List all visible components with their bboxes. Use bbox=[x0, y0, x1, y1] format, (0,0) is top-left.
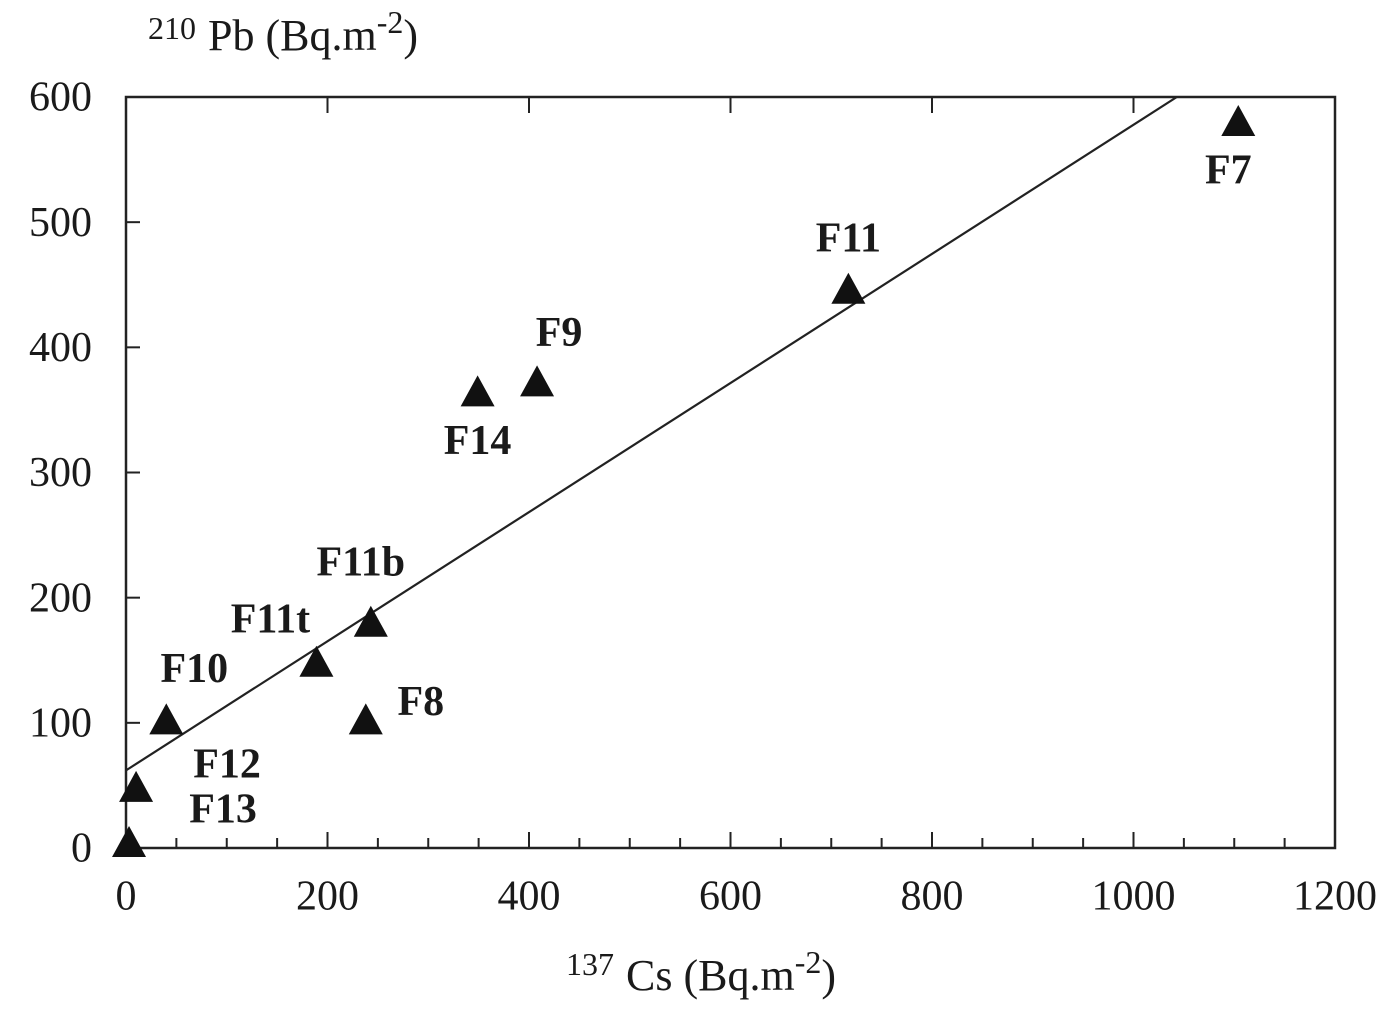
x-label-mass: 137 bbox=[566, 946, 614, 982]
x-tick-label: 400 bbox=[498, 874, 561, 920]
y-tick-label: 600 bbox=[29, 75, 92, 121]
point bbox=[149, 703, 184, 735]
point-label: F11t bbox=[231, 596, 310, 642]
y-label-exp: -2 bbox=[377, 4, 404, 40]
point bbox=[1221, 105, 1256, 137]
point-label: F12 bbox=[193, 742, 261, 788]
point bbox=[112, 825, 147, 857]
x-tick-label: 600 bbox=[699, 874, 762, 920]
point-label: F14 bbox=[444, 418, 512, 464]
x-label-exp: -2 bbox=[795, 944, 822, 980]
y-label-text: Pb (Bq.m bbox=[208, 11, 377, 60]
x-tick-label: 1000 bbox=[1092, 874, 1176, 920]
point bbox=[348, 703, 383, 735]
point-label: F7 bbox=[1205, 148, 1252, 194]
point bbox=[299, 645, 334, 677]
point bbox=[119, 770, 154, 802]
point bbox=[460, 375, 495, 407]
x-label-text: Cs (Bq.m bbox=[626, 951, 795, 1000]
plot-frame bbox=[124, 95, 1337, 850]
x-tick-label: 200 bbox=[296, 874, 359, 920]
point bbox=[353, 605, 388, 637]
y-tick-label: 200 bbox=[29, 575, 92, 621]
x-axis-label: 137 Cs (Bq.m-2) bbox=[566, 944, 836, 1000]
x-tick-label: 800 bbox=[901, 874, 964, 920]
point-label: F9 bbox=[536, 310, 583, 356]
point-label: F8 bbox=[397, 679, 444, 725]
y-label-close: ) bbox=[403, 11, 418, 60]
point-label: F11 bbox=[816, 215, 881, 261]
y-tick-label: 100 bbox=[29, 700, 92, 746]
point bbox=[520, 365, 555, 397]
y-tick-label: 0 bbox=[71, 826, 92, 872]
y-tick-label: 400 bbox=[29, 325, 92, 371]
x-tick-label: 0 bbox=[116, 874, 137, 920]
point-label: F10 bbox=[160, 646, 228, 692]
y-tick-label: 500 bbox=[29, 200, 92, 246]
point bbox=[831, 272, 866, 304]
point-label: F11b bbox=[316, 539, 405, 585]
trend-line bbox=[125, 96, 1178, 772]
y-label-mass: 210 bbox=[148, 10, 196, 46]
x-tick-label: 1200 bbox=[1293, 874, 1377, 920]
x-label-close: ) bbox=[821, 951, 836, 1000]
point-label: F13 bbox=[189, 787, 257, 833]
y-axis-label: 210 Pb (Bq.m-2) bbox=[148, 4, 418, 60]
y-tick-label: 300 bbox=[29, 450, 92, 496]
